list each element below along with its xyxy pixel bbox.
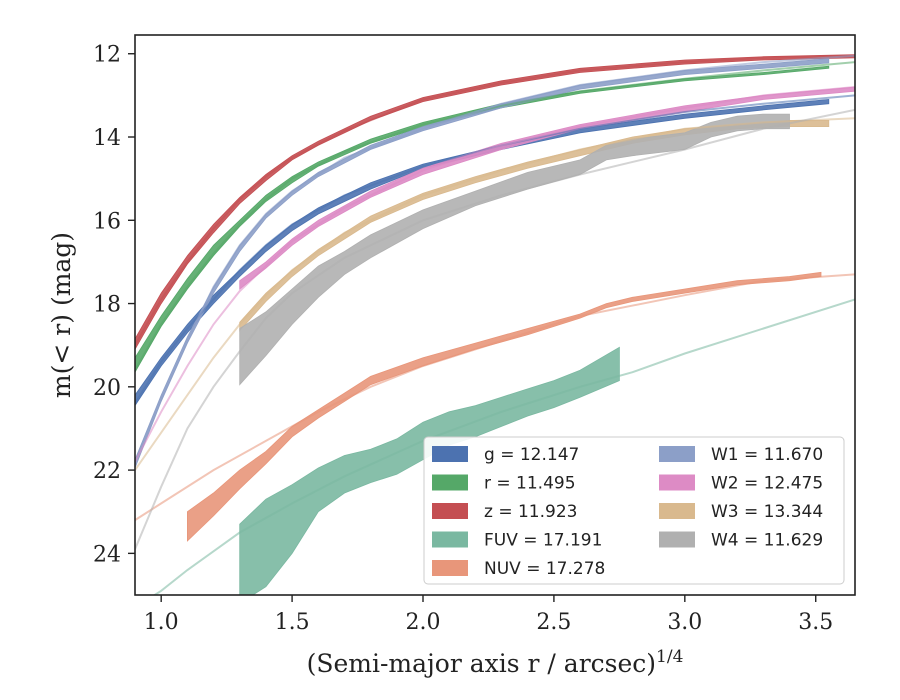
y-tick-label: 22 bbox=[93, 459, 121, 484]
fuv-data-band bbox=[239, 346, 620, 595]
r-data-band bbox=[135, 65, 830, 374]
w2-data-band bbox=[239, 86, 855, 290]
r-legend-label: r = 11.495 bbox=[484, 474, 576, 494]
w3-model-line bbox=[135, 117, 855, 471]
y-tick-label: 20 bbox=[93, 376, 121, 401]
x-tick-label: 3.0 bbox=[667, 610, 702, 635]
model-curves bbox=[135, 54, 855, 595]
w3-legend-swatch bbox=[659, 503, 695, 519]
y-tick-label: 12 bbox=[93, 43, 121, 68]
x-tick-label: 2.5 bbox=[536, 610, 571, 635]
r-model-line bbox=[135, 61, 855, 371]
y-tick-label: 14 bbox=[93, 126, 121, 151]
w2-legend-swatch bbox=[659, 474, 695, 491]
g-model-line bbox=[135, 94, 855, 405]
fuv-legend-label: FUV = 17.191 bbox=[484, 531, 602, 551]
w4-legend-swatch bbox=[659, 531, 695, 548]
x-tick-label: 3.5 bbox=[798, 610, 833, 635]
g-legend-swatch bbox=[432, 446, 468, 462]
y-tick-label: 18 bbox=[93, 293, 121, 318]
fuv-legend-swatch bbox=[432, 531, 468, 548]
fuv-model-line bbox=[152, 298, 855, 595]
legend-box bbox=[423, 436, 845, 585]
w1-model-line bbox=[135, 54, 855, 463]
y-tick-label: 16 bbox=[93, 209, 121, 234]
y-tick-label: 24 bbox=[93, 542, 121, 567]
z-legend-swatch bbox=[432, 503, 468, 519]
nuv-model-line bbox=[135, 273, 855, 521]
z-data-band bbox=[135, 54, 855, 351]
x-tick-label: 1.5 bbox=[275, 610, 310, 635]
plot-frame bbox=[134, 34, 856, 596]
x-axis-label: (Semi-major axis r / arcsec)1/4 bbox=[307, 647, 684, 678]
g-legend-label: g = 12.147 bbox=[484, 445, 579, 465]
z-legend-label: z = 11.923 bbox=[484, 502, 577, 522]
y-axis-label: m(< r) (mag) bbox=[47, 232, 76, 398]
r-legend-swatch bbox=[432, 474, 468, 491]
nuv-legend-label: NUV = 17.278 bbox=[484, 559, 605, 579]
legend: g = 12.147 r = 11.495 z = 11.923 FUV = 17.1… bbox=[423, 436, 845, 585]
nuv-legend-swatch bbox=[432, 560, 468, 576]
axis-ticks: 1.0 1.5 2.0 2.5 3.0 3.5 12 14 16 18 20 22 24 bbox=[93, 43, 833, 635]
x-tick-label: 2.0 bbox=[406, 610, 441, 635]
w3-legend-label: W3 = 13.344 bbox=[711, 502, 823, 522]
w4-legend-label: W4 = 11.629 bbox=[711, 531, 823, 551]
w4-model-line bbox=[135, 108, 855, 550]
x-tick-label: 1.0 bbox=[144, 610, 179, 635]
w1-legend-label: W1 = 11.670 bbox=[711, 445, 823, 465]
w3-data-band bbox=[239, 120, 830, 332]
z-model-line bbox=[135, 54, 855, 346]
w2-model-line bbox=[135, 86, 855, 463]
w2-legend-label: W2 = 12.475 bbox=[711, 474, 823, 494]
w1-legend-swatch bbox=[659, 446, 695, 462]
w4-data-band bbox=[239, 113, 790, 386]
